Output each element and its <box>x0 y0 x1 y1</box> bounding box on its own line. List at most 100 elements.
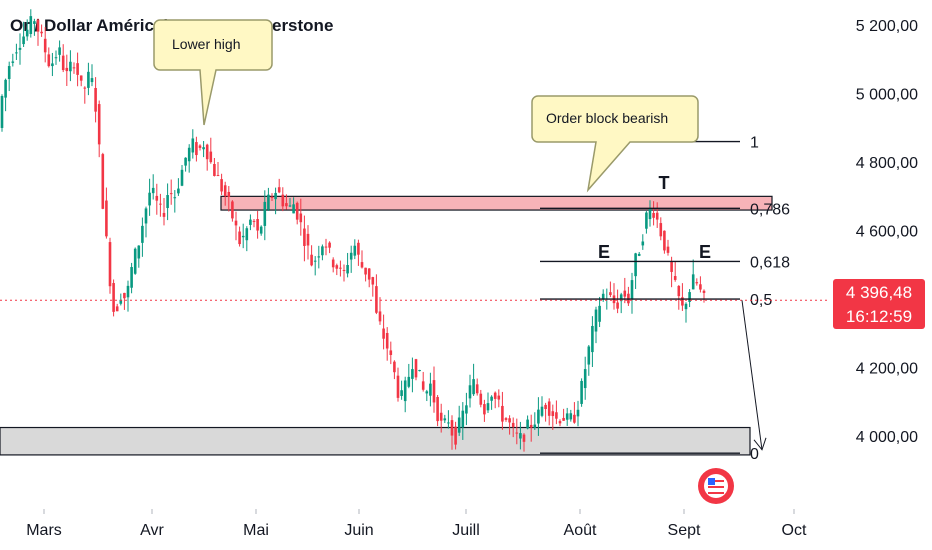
pattern-label-e-right: E <box>699 242 711 262</box>
candle-body <box>47 54 51 67</box>
candle-body <box>18 47 22 50</box>
candle-body <box>623 290 627 297</box>
y-tick-label: 4 800,00 <box>856 155 918 172</box>
candle-body <box>191 138 195 153</box>
x-tick-label: Juin <box>344 522 373 539</box>
candle-body <box>565 413 569 420</box>
callout-order-block-text: Order block bearish <box>546 110 668 126</box>
candle-body <box>353 245 357 256</box>
candle-body <box>547 401 551 416</box>
candle-body <box>328 242 331 248</box>
candle-body <box>112 283 115 312</box>
candle-body <box>529 424 533 428</box>
candle-body <box>418 370 421 372</box>
candle-body <box>281 194 285 207</box>
candle-body <box>634 253 637 277</box>
flag-icon <box>698 468 734 504</box>
candle-body <box>0 96 4 128</box>
candle-body <box>159 203 162 205</box>
candle-body <box>511 422 515 427</box>
x-tick-label: Avr <box>140 522 164 539</box>
candle-body <box>133 248 137 274</box>
candle-body <box>486 403 490 411</box>
candle-body <box>317 256 321 258</box>
candle-body <box>562 417 565 421</box>
candle-body <box>105 200 108 237</box>
candle-body <box>288 205 292 207</box>
candle-body <box>425 391 429 394</box>
candle-body <box>659 223 663 237</box>
candle-body <box>364 267 367 275</box>
candle-body <box>151 187 155 194</box>
candle-body <box>537 409 540 424</box>
candle-body <box>65 67 69 72</box>
candle-body <box>184 157 187 166</box>
candle-body <box>187 147 191 162</box>
candle-body <box>335 265 339 269</box>
candle-body <box>699 284 702 290</box>
x-axis: Mars Avr Mai Juin Juill Août Sept Oct <box>26 509 807 539</box>
candle-body <box>69 61 72 72</box>
projection-arrow-line <box>741 300 763 450</box>
candle-body <box>313 260 317 262</box>
candle-body <box>79 75 83 81</box>
candle-body <box>490 396 493 401</box>
candle-body <box>551 411 555 417</box>
candle-body <box>389 350 393 355</box>
candle-body <box>29 16 33 34</box>
candle-body <box>213 163 216 176</box>
callouts: Lower high Order block bearish E T E <box>153 19 711 262</box>
candle-body <box>461 410 465 428</box>
callout-order-block-bubble <box>531 95 699 193</box>
candle-body <box>162 212 166 217</box>
candle-body <box>479 393 483 405</box>
candle-body <box>220 179 223 192</box>
candle-body <box>101 154 105 209</box>
candle-body <box>695 282 699 284</box>
candle-body <box>285 203 288 207</box>
candle-body <box>630 280 634 300</box>
candle-body <box>439 412 443 421</box>
candle-body <box>227 191 231 197</box>
candle-body <box>331 259 335 268</box>
candle-body <box>36 19 40 32</box>
candle-body <box>396 375 400 398</box>
candle-body <box>40 31 43 34</box>
fib-level-label: 0 <box>750 446 759 463</box>
candle-body <box>263 201 267 226</box>
candle-body <box>267 194 270 210</box>
flag-icon-stripe <box>708 480 724 482</box>
price-badge-countdown: 16:12:59 <box>845 307 913 326</box>
candle-body <box>414 359 418 378</box>
candle-body <box>97 104 101 145</box>
candle-body <box>360 262 364 268</box>
candle-body <box>238 231 241 245</box>
candle-body <box>357 242 360 255</box>
candle-body <box>54 57 58 59</box>
bearish-order-block-zone <box>220 195 773 211</box>
candle-body <box>641 241 645 246</box>
candle-body <box>87 71 90 88</box>
candle-body <box>457 417 461 433</box>
fib-level-label: 0,618 <box>750 254 790 271</box>
candle-body <box>407 376 411 387</box>
candle-body <box>443 418 447 421</box>
x-tick-label: Août <box>564 522 597 539</box>
candle-body <box>76 63 79 75</box>
candle-body <box>303 228 306 246</box>
candle-body <box>421 381 425 390</box>
candle-body <box>33 21 36 24</box>
candle-body <box>411 369 414 379</box>
x-tick-label: Juill <box>452 522 480 539</box>
candle-body <box>609 292 612 296</box>
candle-body <box>141 225 144 243</box>
candle-body <box>403 380 407 402</box>
candle-body <box>519 433 522 439</box>
flag-icon-stripe <box>708 486 724 488</box>
candle-body <box>522 434 526 442</box>
candle-body <box>594 309 598 332</box>
pattern-label-t: T <box>659 173 670 193</box>
candle-body <box>274 192 277 200</box>
